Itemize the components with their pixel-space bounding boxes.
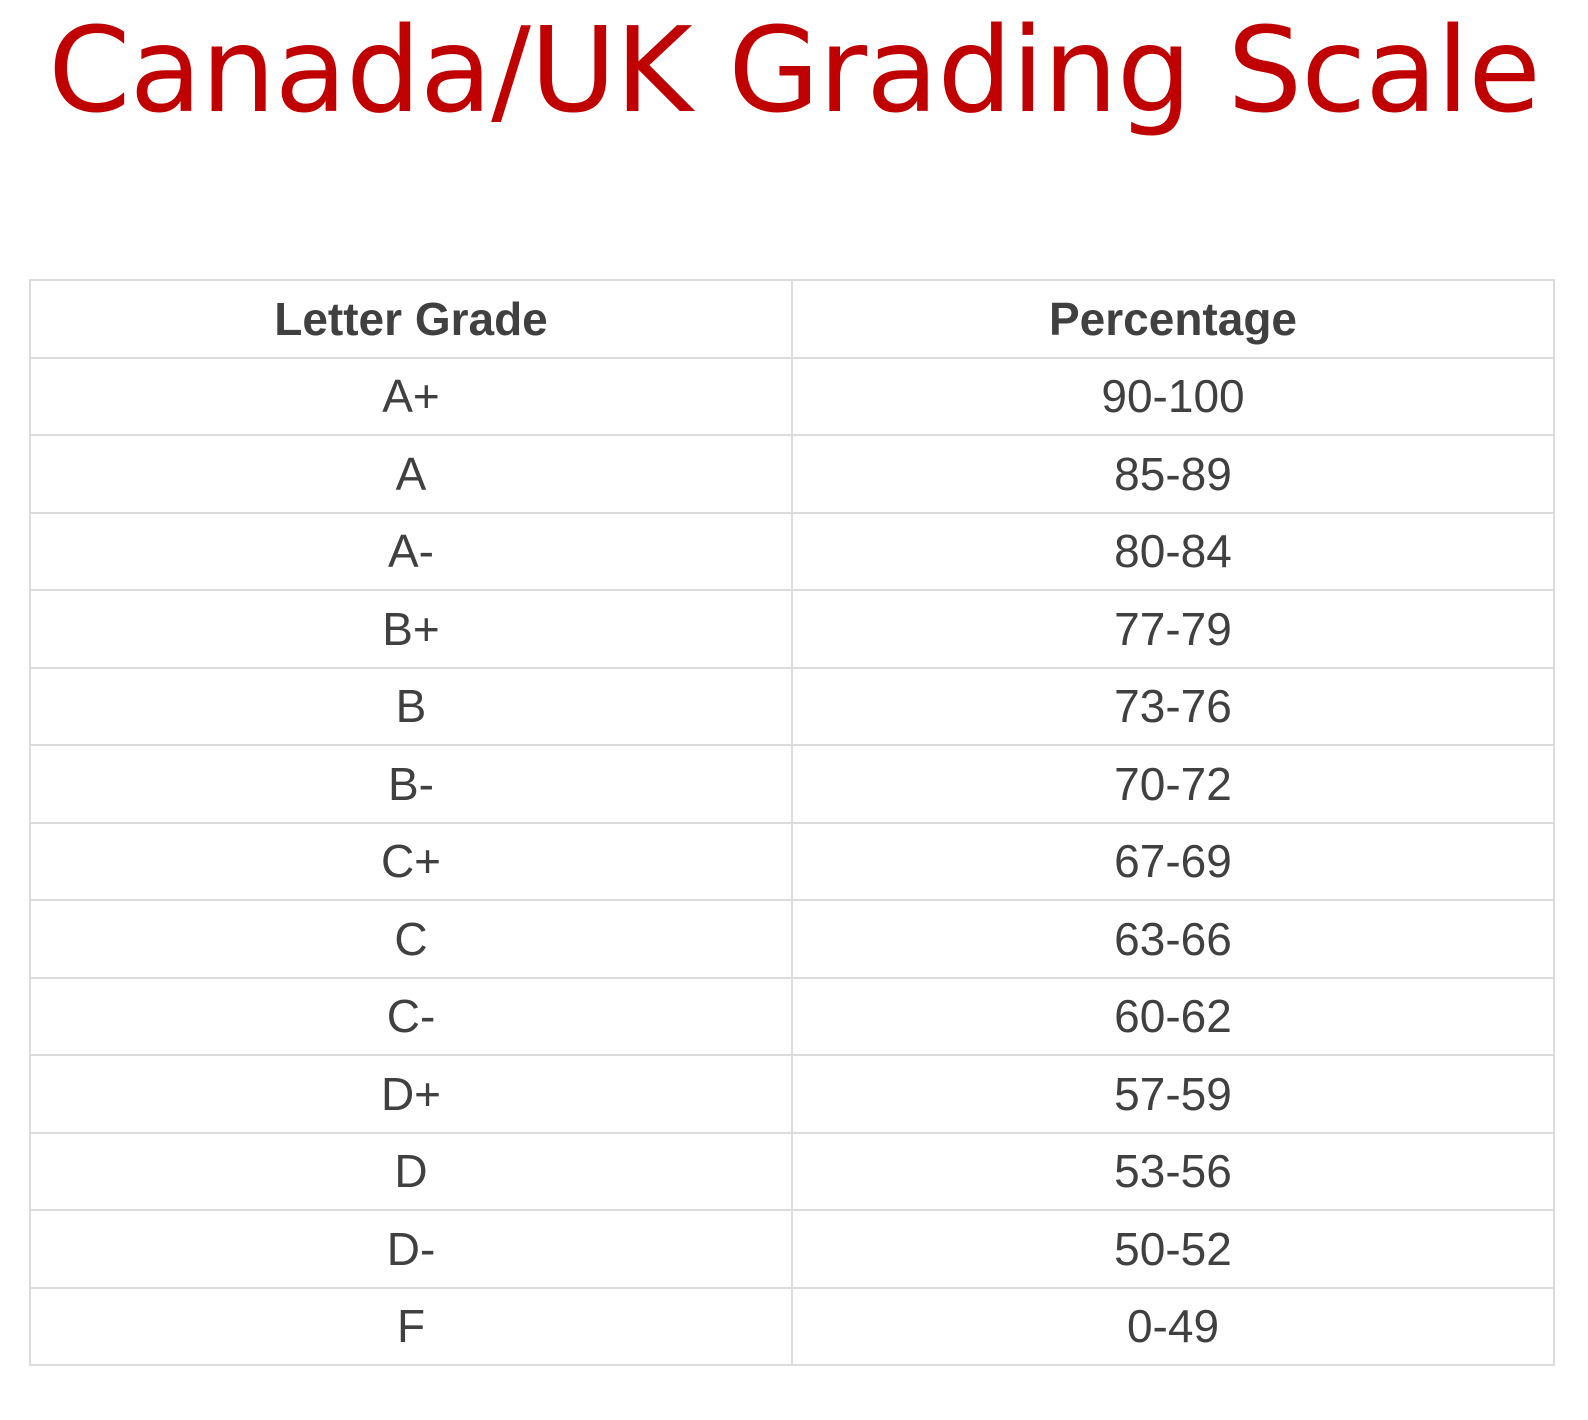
grade-cell: B- bbox=[29, 744, 793, 824]
percentage-cell: 70-72 bbox=[791, 744, 1555, 824]
grade-cell: D bbox=[29, 1131, 793, 1211]
table-row: C 63-66 bbox=[29, 899, 1555, 979]
grade-cell: A- bbox=[29, 511, 793, 591]
table-row: F 0-49 bbox=[29, 1286, 1555, 1366]
percentage-cell: 80-84 bbox=[791, 511, 1555, 591]
grading-scale-table: Letter Grade Percentage A+ 90-100 A 85-8… bbox=[29, 279, 1555, 1366]
table-row: B+ 77-79 bbox=[29, 589, 1555, 669]
grade-cell: A+ bbox=[29, 356, 793, 436]
percentage-cell: 63-66 bbox=[791, 899, 1555, 979]
percentage-cell: 90-100 bbox=[791, 356, 1555, 436]
table-row: A 85-89 bbox=[29, 434, 1555, 514]
percentage-cell: 57-59 bbox=[791, 1054, 1555, 1134]
percentage-cell: 73-76 bbox=[791, 666, 1555, 746]
table-row: D 53-56 bbox=[29, 1131, 1555, 1211]
header-percentage: Percentage bbox=[791, 279, 1555, 359]
page-title: Canada/UK Grading Scale bbox=[48, 1, 1541, 139]
table-row: D+ 57-59 bbox=[29, 1054, 1555, 1134]
grade-cell: C bbox=[29, 899, 793, 979]
percentage-cell: 67-69 bbox=[791, 821, 1555, 901]
grade-cell: C- bbox=[29, 976, 793, 1056]
table-row: C+ 67-69 bbox=[29, 821, 1555, 901]
grade-cell: B+ bbox=[29, 589, 793, 669]
grade-cell: B bbox=[29, 666, 793, 746]
percentage-cell: 53-56 bbox=[791, 1131, 1555, 1211]
grade-cell: D+ bbox=[29, 1054, 793, 1134]
percentage-cell: 60-62 bbox=[791, 976, 1555, 1056]
table-row: B 73-76 bbox=[29, 666, 1555, 746]
percentage-cell: 77-79 bbox=[791, 589, 1555, 669]
table-row: C- 60-62 bbox=[29, 976, 1555, 1056]
table-row: A- 80-84 bbox=[29, 511, 1555, 591]
table-header-row: Letter Grade Percentage bbox=[29, 279, 1555, 359]
table-row: A+ 90-100 bbox=[29, 356, 1555, 436]
table-row: D- 50-52 bbox=[29, 1209, 1555, 1289]
percentage-cell: 0-49 bbox=[791, 1286, 1555, 1366]
percentage-cell: 50-52 bbox=[791, 1209, 1555, 1289]
grade-cell: C+ bbox=[29, 821, 793, 901]
grade-cell: A bbox=[29, 434, 793, 514]
grade-cell: D- bbox=[29, 1209, 793, 1289]
header-letter-grade: Letter Grade bbox=[29, 279, 793, 359]
table-row: B- 70-72 bbox=[29, 744, 1555, 824]
percentage-cell: 85-89 bbox=[791, 434, 1555, 514]
grade-cell: F bbox=[29, 1286, 793, 1366]
